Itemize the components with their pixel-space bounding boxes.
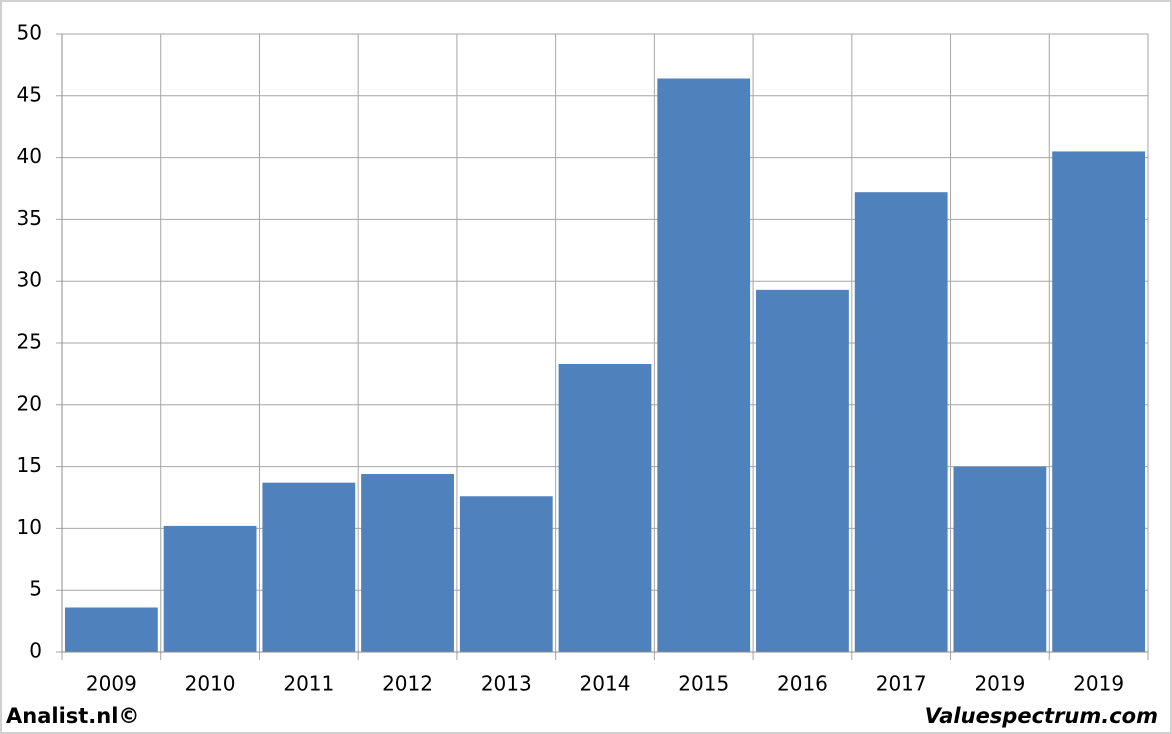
x-tick-label: 2011 [283,672,334,696]
bar [756,289,849,652]
bar [361,474,454,652]
y-tick-label: 30 [17,268,42,292]
x-tick-label: 2014 [580,672,631,696]
x-tick-label: 2015 [678,672,729,696]
bar [657,78,751,653]
bar [854,192,948,652]
x-tick-label: 2016 [777,672,828,696]
bar [1052,151,1146,653]
y-tick-label: 35 [17,206,42,230]
x-tick-label: 2019 [1073,672,1124,696]
y-tick-label: 0 [29,639,42,663]
y-tick-label: 40 [17,144,42,168]
x-tick-label: 2017 [876,672,927,696]
bar [64,607,158,652]
bar [459,496,553,652]
y-tick-label: 20 [17,391,42,415]
bar [262,482,356,652]
y-tick-label: 25 [17,330,42,354]
x-tick-label: 2013 [481,672,532,696]
x-tick-label: 2009 [86,672,137,696]
footer-left: Analist.nl© [6,704,139,728]
bar [558,364,652,652]
x-tick-label: 2012 [382,672,433,696]
y-tick-label: 10 [17,515,42,539]
x-tick-label: 2019 [974,672,1025,696]
bar [953,466,1047,652]
y-tick-label: 50 [17,21,42,45]
bar [163,525,257,652]
y-tick-label: 5 [29,577,42,601]
y-tick-label: 15 [17,453,42,477]
y-tick-label: 45 [17,82,42,106]
x-tick-label: 2010 [185,672,236,696]
footer-right: Valuespectrum.com [925,704,1158,728]
